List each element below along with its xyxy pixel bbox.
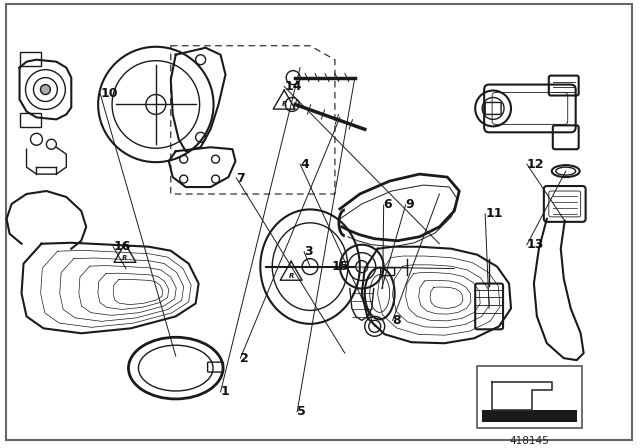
Text: 9: 9 — [406, 198, 414, 211]
Text: 15: 15 — [332, 260, 349, 273]
Bar — [482, 410, 577, 422]
Text: 16: 16 — [113, 240, 131, 253]
Text: 14: 14 — [284, 80, 301, 93]
Text: 2: 2 — [241, 352, 249, 365]
Text: 10: 10 — [100, 87, 118, 100]
Text: 6: 6 — [383, 198, 392, 211]
Text: 13: 13 — [527, 238, 544, 251]
Text: 1: 1 — [221, 385, 229, 398]
Text: 3: 3 — [304, 245, 313, 258]
Text: 11: 11 — [485, 207, 502, 220]
Text: 4: 4 — [300, 158, 309, 171]
Text: 8: 8 — [392, 314, 401, 327]
Text: 418145: 418145 — [509, 436, 549, 446]
Text: R: R — [122, 254, 128, 261]
Text: R: R — [282, 101, 287, 108]
Text: R: R — [289, 272, 294, 279]
Text: 5: 5 — [297, 405, 306, 418]
Text: 12: 12 — [527, 158, 545, 171]
FancyBboxPatch shape — [477, 366, 582, 428]
Text: 7: 7 — [236, 172, 245, 185]
Circle shape — [40, 85, 51, 95]
